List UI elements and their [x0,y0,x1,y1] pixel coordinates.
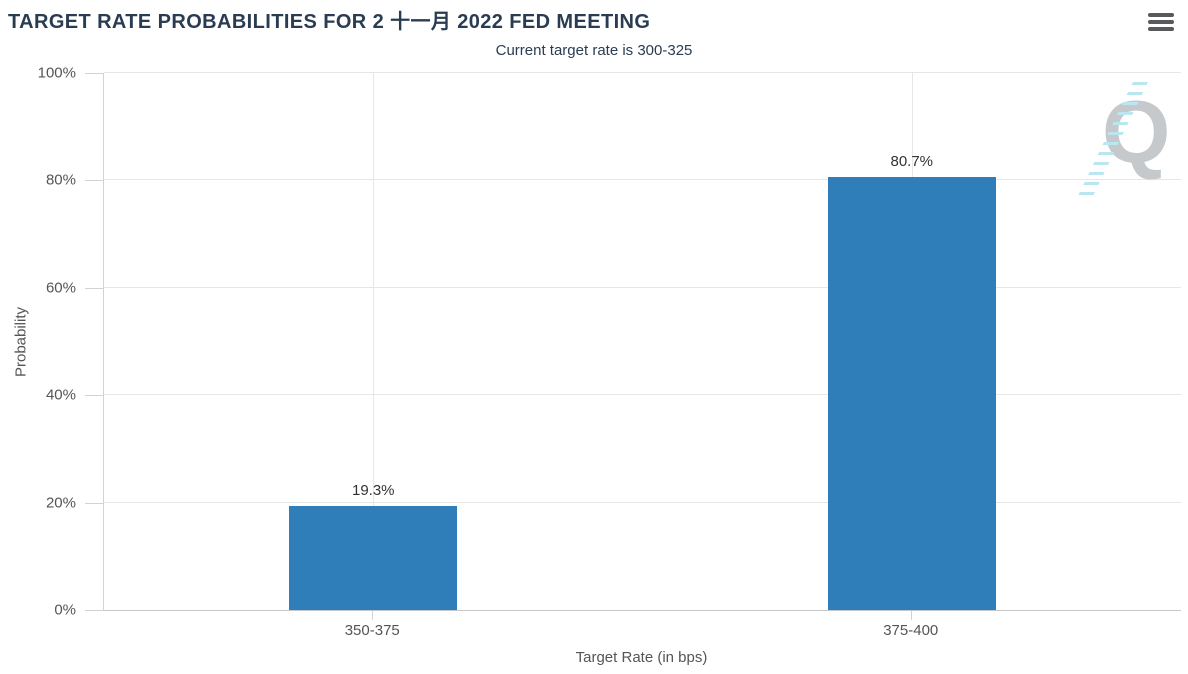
y-tick-label: 20% [45,494,76,512]
y-tick-mark [85,180,103,182]
x-tick-mark [910,611,912,620]
chart-subtitle: Current target rate is 300-325 [495,42,693,59]
y-tick-mark [85,610,103,611]
y-tick-mark [85,395,103,397]
y-tick-mark [85,502,103,504]
x-tick-label: 350-375 [344,622,400,639]
chart-title: TARGET RATE PROBABILITIES FOR 2 十一月 2022… [8,11,651,33]
bar-value-label: 19.3% [351,482,395,500]
bar-350-375[interactable]: 19.3% [289,482,458,610]
x-tick-mark [372,611,374,620]
y-tick-mark [85,287,103,289]
gridline [104,501,1181,503]
y-tick-mark [85,73,103,74]
hamburger-icon [1145,13,1177,31]
y-axis: 0% 20% 40% 60% 80% 100% [0,65,103,619]
y-tick-label: 80% [45,171,76,189]
y-tick-label: 100% [37,64,76,82]
bar-375-400[interactable]: 80.7% [827,153,996,610]
gridline [104,72,1181,73]
x-tick-label: 375-400 [883,622,939,639]
gridline [104,286,1181,288]
y-tick-label: 60% [45,279,76,297]
gridline [104,394,1181,396]
bar-value-label: 80.7% [890,152,934,170]
x-axis-title: Target Rate (in bps) [575,649,708,666]
y-tick-label: 40% [45,386,76,404]
plot-area: 19.3% 80.7% [103,72,1181,611]
context-menu-button[interactable] [1145,9,1177,35]
y-tick-label: 0% [54,601,76,619]
x-axis: 350-375 375-400 [103,611,1180,651]
gridline [373,73,375,610]
gridline [104,179,1181,181]
